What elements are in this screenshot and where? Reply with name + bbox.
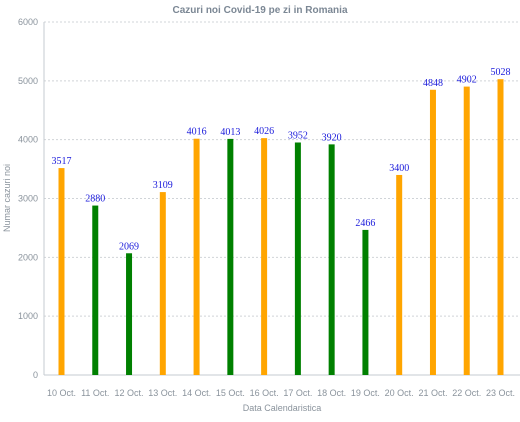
bar [328, 144, 335, 375]
x-axis-title: Data Calendaristica [243, 403, 322, 413]
data-label: 3517 [52, 156, 72, 167]
x-tick-label: 20 Oct. [385, 388, 414, 398]
data-label: 3920 [322, 132, 342, 143]
y-tick-label: 6000 [18, 17, 38, 27]
data-labels: 3517 2880 2069 3109 4016 4013 4026 3952 3920 2466… [52, 67, 511, 252]
data-label: 3109 [153, 180, 173, 191]
bar [294, 142, 301, 375]
data-label: 2466 [355, 218, 375, 229]
x-tick-label: 11 Oct. [81, 388, 109, 398]
x-tick-label: 10 Oct. [47, 388, 76, 398]
y-tick-label: 3000 [18, 194, 38, 204]
data-label: 5028 [491, 67, 511, 78]
bar [396, 174, 403, 375]
x-tick-labels: 10 Oct. 11 Oct. 12 Oct. 13 Oct. 14 Oct. 15 Oc… [47, 388, 515, 398]
data-label: 3400 [389, 163, 409, 174]
y-tick-labels: 0 1000 2000 3000 4000 5000 6000 [18, 17, 38, 380]
x-tick-label: 18 Oct. [317, 388, 346, 398]
bar [429, 89, 436, 375]
bar [362, 229, 369, 375]
data-label: 4848 [423, 78, 443, 89]
data-label: 4026 [254, 126, 274, 137]
y-tick-label: 0 [33, 370, 38, 380]
x-tick-label: 21 Oct. [418, 388, 447, 398]
y-tick-label: 1000 [18, 311, 38, 321]
data-label: 4016 [187, 127, 207, 138]
chart-title: Cazuri noi Covid-19 pe zi in Romania [172, 5, 347, 16]
bar [261, 138, 268, 375]
x-tick-label: 22 Oct. [452, 388, 481, 398]
x-tick-label: 16 Oct. [250, 388, 279, 398]
bar [92, 205, 99, 375]
x-tick-label: 23 Oct. [486, 388, 515, 398]
data-label: 2880 [85, 194, 105, 205]
x-tick-label: 19 Oct. [351, 388, 380, 398]
bar [58, 168, 65, 375]
y-axis-title: Numar cazuri noi [2, 164, 12, 232]
data-label: 2069 [119, 241, 139, 252]
bar [227, 138, 234, 375]
bar [126, 253, 133, 375]
gridlines [44, 21, 520, 317]
y-tick-label: 5000 [18, 76, 38, 86]
x-tick-label: 14 Oct. [182, 388, 211, 398]
bar [497, 79, 504, 375]
x-tick-label: 17 Oct. [283, 388, 312, 398]
bar [463, 86, 470, 375]
data-label: 4013 [220, 127, 240, 138]
y-tick-label: 4000 [18, 135, 38, 145]
x-tick-label: 12 Oct. [115, 388, 144, 398]
bars [58, 79, 504, 375]
y-tick-label: 2000 [18, 252, 38, 262]
bar [159, 192, 166, 375]
x-tick-label: 13 Oct. [148, 388, 177, 398]
bar [193, 138, 200, 375]
x-tick-label: 15 Oct. [216, 388, 245, 398]
data-label: 4902 [457, 75, 477, 86]
data-label: 3952 [288, 130, 308, 141]
